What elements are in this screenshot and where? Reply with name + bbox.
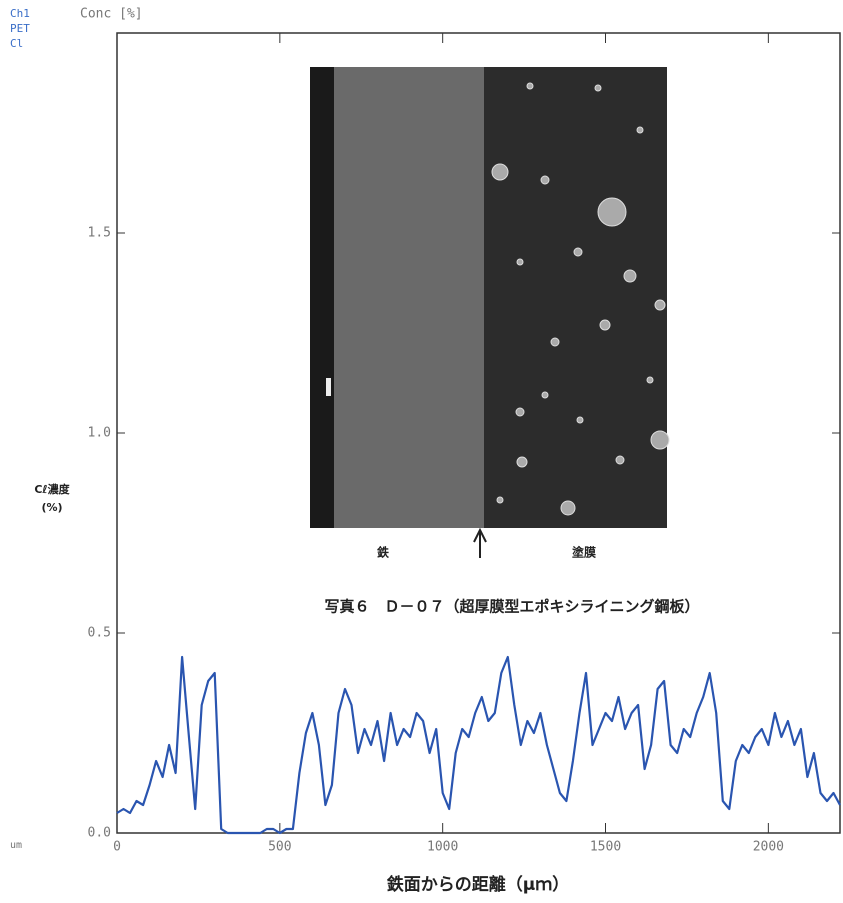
channel-label: Ch1 xyxy=(10,7,30,20)
photo-caption: 写真６ Ｄ－０７（超厚膜型エポキシライニング鋼板） xyxy=(324,598,699,616)
photo-label: 塗膜 xyxy=(572,545,596,560)
y-tick-label: 0.0 xyxy=(88,826,111,841)
axis-unit: Conc [%] xyxy=(80,7,143,22)
element-label: Cl xyxy=(10,37,23,50)
y-tick-label: 0.5 xyxy=(88,626,111,641)
x-unit: um xyxy=(10,840,22,851)
x-tick-label: 0 xyxy=(113,840,121,855)
y-tick-label: 1.5 xyxy=(88,226,111,241)
y-axis-label: (%) xyxy=(41,501,62,514)
boundary-arrow xyxy=(474,530,486,558)
y-tick-label: 1.0 xyxy=(88,426,111,441)
x-tick-label: 1500 xyxy=(590,840,621,855)
x-tick-label: 500 xyxy=(268,840,291,855)
element-label: PET xyxy=(10,22,30,35)
x-tick-label: 2000 xyxy=(753,840,784,855)
y-axis-label: Cℓ濃度 xyxy=(34,482,70,496)
x-tick-label: 1000 xyxy=(427,840,458,855)
data-line xyxy=(117,657,840,833)
x-axis-label: 鉄面からの距離（μｍ） xyxy=(387,874,570,895)
photo xyxy=(310,67,669,528)
chart: Ch1 PET Cl Conc [%] um Cℓ濃度 (%) 鉄面からの距離（… xyxy=(0,0,843,903)
photo-label: 鉄 xyxy=(377,545,389,560)
